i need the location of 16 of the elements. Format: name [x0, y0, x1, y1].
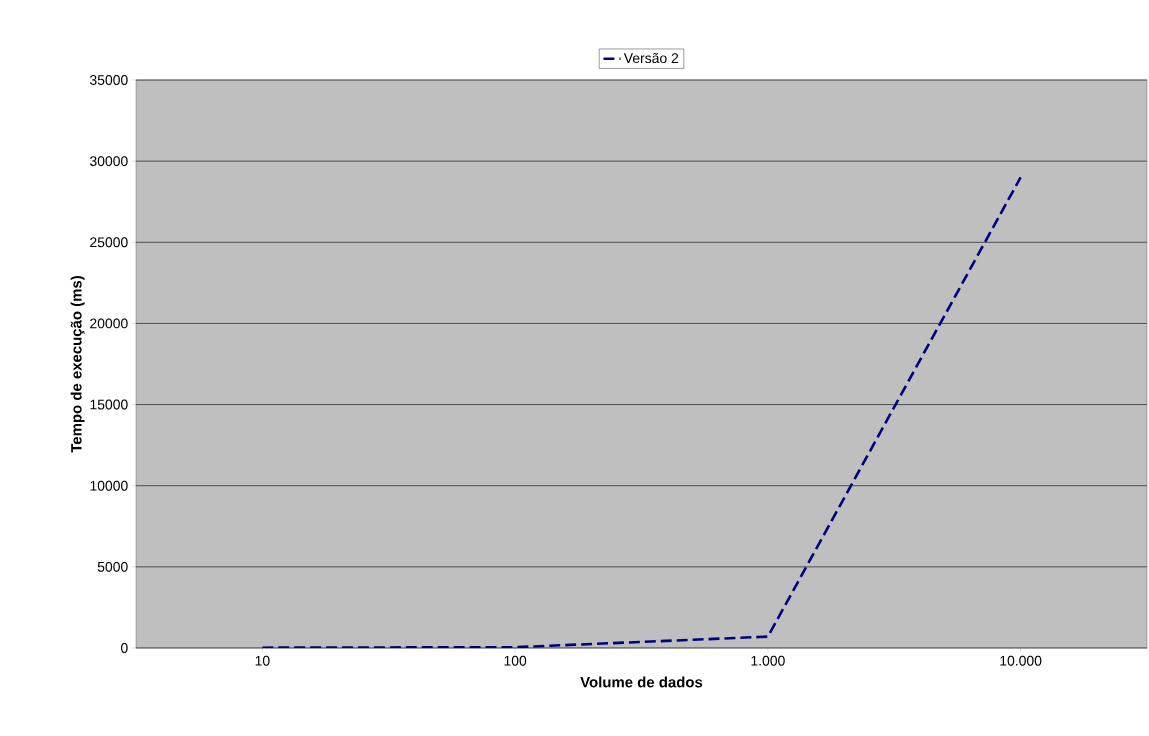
- x-tick-label: 10.000: [1000, 655, 1042, 666]
- y-tick-label: 5000: [97, 561, 128, 572]
- y-tick-label: 30000: [89, 156, 128, 167]
- x-tick-label: 10: [255, 655, 270, 666]
- legend-label: Versão 2: [623, 52, 679, 64]
- x-axis-title: Volume de dados: [580, 676, 703, 688]
- x-tick-label: 1.000: [751, 655, 785, 666]
- y-tick-label: 25000: [90, 237, 128, 248]
- y-tick-label: 35000: [89, 75, 128, 85]
- y-tick-label: 20000: [90, 318, 128, 329]
- y-axis-title: Tempo de execução (ms): [70, 276, 85, 453]
- line-series: [261, 176, 1022, 648]
- y-tick-label: 15000: [90, 399, 128, 410]
- y-tick-label: 0: [121, 643, 128, 653]
- y-tick-label: 10000: [90, 480, 128, 491]
- x-tick-label: 100: [504, 655, 527, 666]
